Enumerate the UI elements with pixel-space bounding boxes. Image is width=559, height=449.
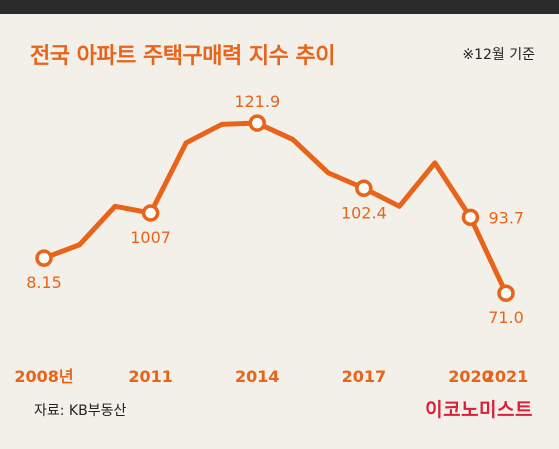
data-label: 93.7 [488,208,524,227]
series-line [41,120,509,296]
data-point [141,204,160,222]
data-label: 1007 [130,228,171,247]
x-tick-label: 2014 [235,367,280,386]
top-bar [0,0,559,14]
data-label: 102.4 [341,203,387,222]
data-point [248,114,266,132]
chart-title: 전국 아파트 주택구매력 지수 추이 [30,44,336,69]
line-layer [41,120,509,296]
data-point [355,179,373,198]
x-tick-label: 2020 [448,367,493,386]
data-point [35,249,53,267]
publisher-logo: 이코노미스트 [425,399,533,421]
x-tick-label: 2017 [342,367,387,386]
data-label: 71.0 [488,308,524,327]
labels-layer: 8.15 1007 121.9 102.4 93.7 71.0 [26,92,524,327]
data-label: 8.15 [26,273,62,292]
data-point [461,208,480,227]
points-layer [35,114,515,302]
data-label: 121.9 [234,92,280,111]
data-point [497,284,515,302]
x-tick-label: 2021 [484,367,529,386]
x-tick-label: 2011 [128,367,173,386]
x-tick-label: 2008년 [14,367,73,386]
source-note: 자료: KB부동산 [34,403,127,419]
chart-note: ※12월 기준 [462,47,535,63]
